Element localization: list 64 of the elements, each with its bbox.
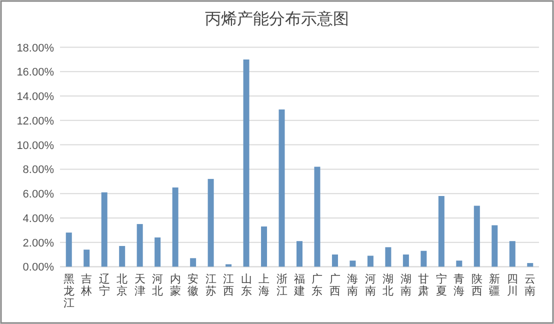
x-tick-label: 浙江: [276, 272, 288, 298]
x-tick-label: 天津: [134, 274, 146, 298]
bar: [154, 237, 161, 267]
x-tick-label: 黑龙江: [63, 274, 74, 310]
x-tick-label: 新疆: [489, 272, 500, 298]
x-tick-label: 江苏: [205, 274, 216, 298]
x-tick-label: 广西: [329, 272, 340, 298]
x-tick-label: 吉林: [80, 272, 92, 298]
x-tick-label: 湖北: [382, 274, 394, 298]
x-tick-label: 湖南: [400, 274, 412, 298]
bar: [101, 192, 108, 267]
bar: [172, 187, 178, 267]
bar: [402, 254, 409, 267]
bar: [527, 263, 534, 267]
bar: [296, 241, 302, 267]
bar: [332, 254, 338, 267]
bar: [438, 196, 444, 267]
y-tick-label: 6.00%: [22, 188, 54, 201]
bar: [190, 258, 196, 267]
chart-title: 丙烯产能分布示意图: [205, 9, 349, 28]
bar: [367, 256, 374, 267]
x-tick-label: 河南: [364, 274, 376, 298]
x-tick-label: 海南: [347, 274, 358, 298]
x-tick-label: 北京: [116, 272, 128, 298]
x-tick-label: 江西: [223, 274, 234, 298]
x-tick-label: 四川: [506, 274, 518, 298]
x-tick-label: 内蒙: [170, 272, 181, 298]
bar: [385, 247, 392, 267]
bar: [66, 232, 72, 267]
y-tick-label: 10.00%: [16, 140, 54, 152]
bar: [119, 246, 126, 267]
y-tick-label: 2.00%: [22, 237, 54, 250]
bar: [492, 225, 498, 267]
x-tick-label: 甘肃: [418, 272, 430, 298]
bar: [136, 224, 143, 267]
x-tick-label: 宁夏: [436, 272, 447, 298]
x-tick-label: 福建: [293, 272, 305, 298]
bar: [474, 206, 480, 267]
bar: [314, 166, 320, 267]
bar: [509, 241, 516, 267]
bar: [208, 178, 214, 267]
x-tick-label: 上海: [258, 272, 270, 298]
y-tick-label: 16.00%: [16, 66, 54, 79]
x-tick-label: 广东: [312, 272, 323, 298]
x-tick-label: 安徽: [188, 272, 199, 298]
bar: [420, 250, 427, 267]
y-tick-label: 14.00%: [16, 91, 54, 104]
x-tick-label: 辽宁: [98, 274, 110, 298]
bar: [350, 260, 356, 267]
x-tick-label: 河北: [152, 274, 164, 298]
bar: [456, 260, 462, 267]
x-tick-label: 青海: [454, 272, 465, 298]
bar: [278, 109, 285, 267]
x-tick-label: 云南: [524, 274, 536, 298]
y-tick-label: 0.00%: [22, 262, 54, 274]
bar: [84, 250, 90, 267]
x-tick-label: 山东: [240, 272, 252, 298]
x-tick-label: 陕西: [471, 274, 482, 298]
bar: [243, 59, 250, 267]
y-tick-label: 12.00%: [16, 115, 54, 128]
y-tick-label: 4.00%: [22, 212, 54, 225]
y-tick-label: 18.00%: [16, 42, 54, 54]
bar: [261, 226, 268, 267]
y-tick-label: 8.00%: [22, 164, 54, 176]
